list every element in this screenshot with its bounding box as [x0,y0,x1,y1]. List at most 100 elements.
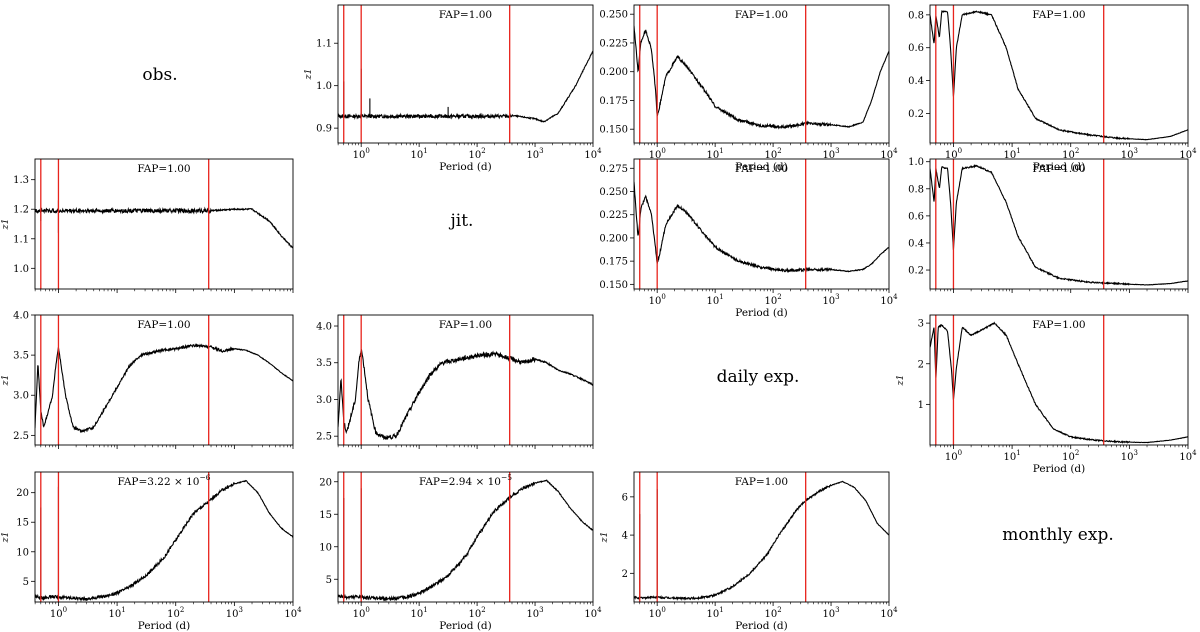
x-tick-label: 100 [50,606,67,620]
x-tick-exponent: 1 [1016,147,1020,155]
x-tick-label: 101 [1003,147,1020,161]
y-tick-label: 0.275 [599,164,628,175]
y-axis-label: z1 [895,374,906,386]
y-tick-label: 6 [622,492,628,503]
x-tick-base: 10 [1121,150,1134,161]
y-tick-label: 0.175 [599,257,628,268]
y-tick-label: 0.200 [599,67,628,78]
y-tick-label: 0.2 [908,266,924,277]
x-tick-label: 102 [468,147,485,161]
fap-annotation: FAP=1.00 [735,163,788,175]
fap-text: FAP=1.00 [439,319,492,331]
x-tick-base: 10 [880,609,893,620]
x-tick-exponent: 0 [958,449,962,457]
x-tick-base: 10 [353,150,366,161]
y-tick-label: 4.0 [13,311,29,322]
x-tick-exponent: 3 [1133,147,1137,155]
fap-exponent: −5 [501,473,512,482]
periodogram-curve [930,164,1188,286]
y-tick-label: 1.0 [908,157,924,168]
x-tick-label: 103 [1121,147,1138,161]
x-tick-label: 101 [108,606,125,620]
x-tick-exponent: 2 [777,293,781,301]
axes-frame [337,314,594,446]
axes-frame [337,4,594,144]
x-tick-exponent: 0 [63,606,67,614]
y-tick-label: 0.150 [599,125,628,136]
y-tick-label: 0.250 [599,10,628,21]
y-tick-label: 0.225 [599,38,628,49]
x-tick-label: 102 [764,606,781,620]
x-tick-exponent: 2 [777,147,781,155]
y-tick-label: 0.8 [908,10,924,21]
x-tick-label: 100 [353,606,370,620]
y-tick-label: 20 [16,488,29,499]
y-tick-label: 4 [622,531,628,542]
x-tick-base: 10 [649,609,662,620]
x-tick-label: 103 [526,147,543,161]
periodogram-curve [338,349,593,441]
fap-text: FAP=1.00 [1032,319,1085,331]
x-tick-label: 102 [764,293,781,307]
x-tick-label: 100 [649,606,666,620]
x-tick-base: 10 [584,609,597,620]
x-tick-base: 10 [822,609,835,620]
row-label-monthly-exp: monthly exp. [1002,525,1113,545]
x-tick-exponent: 3 [1133,449,1137,457]
x-tick-base: 10 [468,609,481,620]
x-tick-exponent: 2 [1075,147,1079,155]
x-tick-base: 10 [353,609,366,620]
fap-text: FAP=1.00 [1032,163,1085,175]
y-tick-label: 0.2 [908,109,924,120]
fap-annotation: FAP=1.00 [1032,163,1085,175]
x-tick-exponent: 3 [539,606,543,614]
axes-frame [34,158,294,290]
x-tick-base: 10 [1062,150,1075,161]
y-tick-label: 3.5 [13,351,29,362]
x-tick-base: 10 [880,150,893,161]
x-tick-base: 10 [707,609,720,620]
x-tick-base: 10 [526,150,539,161]
axes-frame [929,4,1189,144]
x-tick-base: 10 [411,609,424,620]
x-tick-base: 10 [945,452,958,463]
x-tick-exponent: 4 [597,147,602,155]
fap-annotation: FAP=3.22 × 10−6 [117,473,210,488]
x-tick-label: 102 [167,606,184,620]
x-tick-label: 101 [411,606,428,620]
fap-annotation: FAP=1.00 [137,163,190,175]
y-tick-label: 0.150 [599,280,628,291]
x-tick-base: 10 [1003,452,1016,463]
y-tick-label: 20 [319,477,332,488]
y-axis-label: z1 [599,531,610,543]
x-tick-label: 101 [707,147,724,161]
fap-text: FAP=1.00 [735,163,788,175]
x-tick-base: 10 [108,609,121,620]
x-tick-base: 10 [822,296,835,307]
y-tick-label: 1 [918,400,924,411]
y-tick-label: 15 [319,510,332,521]
x-tick-exponent: 2 [180,606,184,614]
periodogram-curve [35,479,293,602]
x-tick-label: 101 [707,606,724,620]
x-tick-exponent: 0 [958,147,962,155]
fap-annotation: FAP=1.00 [735,9,788,21]
fap-text: FAP=1.00 [1032,9,1085,21]
y-tick-label: 5 [326,575,332,586]
y-axis-label: z1 [0,218,11,230]
x-tick-exponent: 3 [835,147,839,155]
x-tick-base: 10 [1003,150,1016,161]
y-tick-label: 2.5 [316,432,332,443]
x-tick-exponent: 2 [1075,449,1079,457]
y-tick-label: 2 [918,359,924,370]
x-tick-label: 100 [945,449,962,463]
x-tick-exponent: 4 [893,606,898,614]
x-tick-label: 100 [945,147,962,161]
y-tick-label: 10 [319,542,332,553]
x-tick-label: 101 [1003,449,1020,463]
x-tick-base: 10 [945,150,958,161]
x-tick-exponent: 1 [719,147,723,155]
